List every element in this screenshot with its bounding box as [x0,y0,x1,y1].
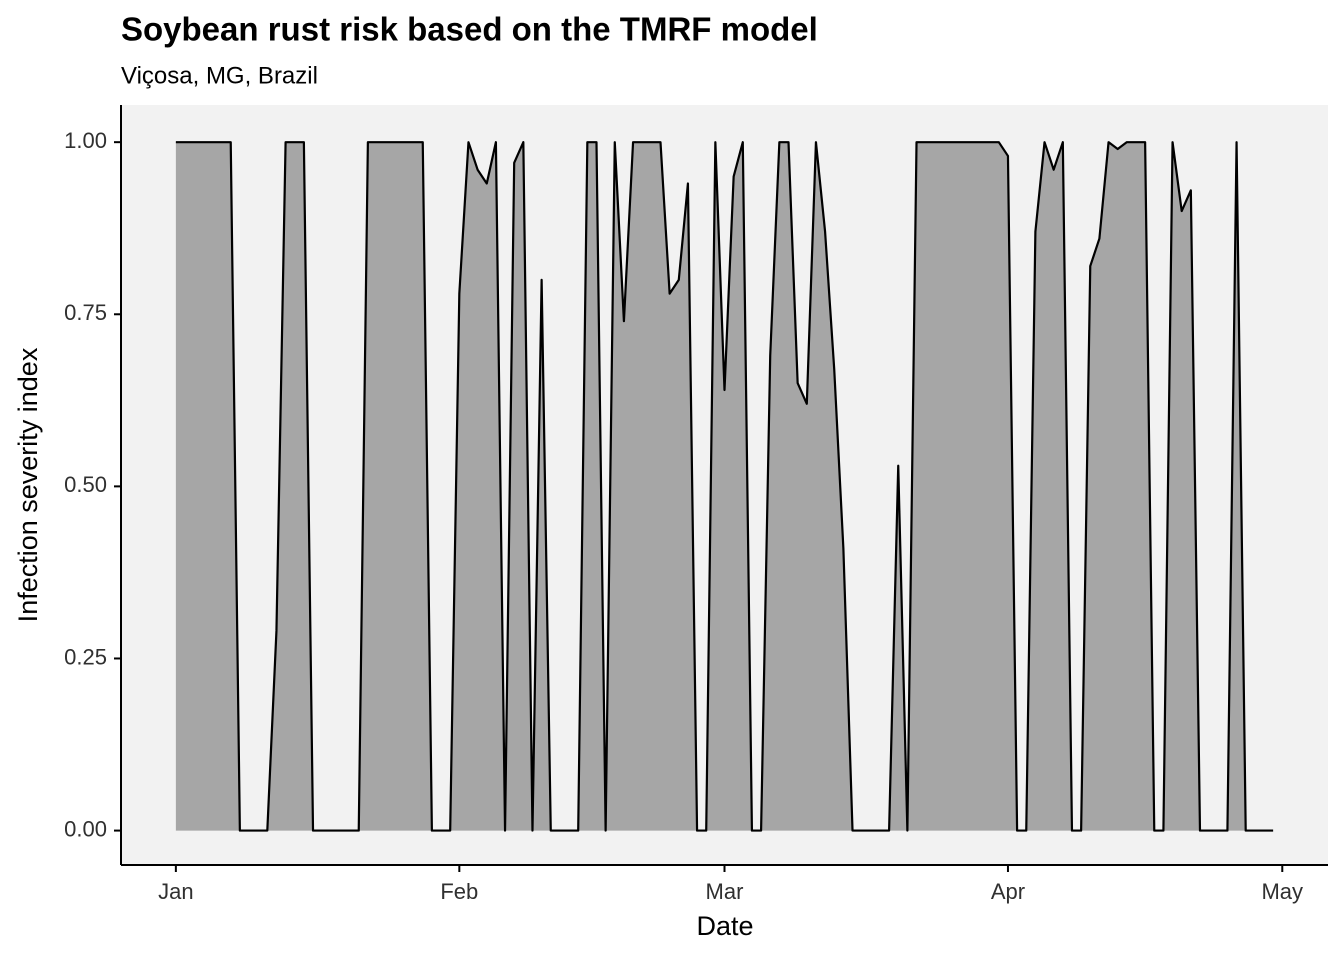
line [175,141,1274,832]
x-tick-label: Mar [706,879,744,904]
y-axis-title: Infection severity index [13,347,43,622]
y-tick-label: 0.75 [64,300,107,325]
chart-subtitle: Viçosa, MG, Brazil [121,62,318,89]
x-tick-label: May [1261,879,1303,904]
y-tick-label: 0.25 [64,644,107,669]
y-tick-label: 0.50 [64,472,107,497]
x-axis-title: Date [696,911,753,941]
area-fill [175,142,1274,831]
chart-title: Soybean rust risk based on the TMRF mode… [121,11,818,48]
y-tick-label: 1.00 [64,128,107,153]
x-tick-label: Feb [440,879,478,904]
y-tick-label: 0.00 [64,816,107,841]
x-tick-label: Jan [158,879,193,904]
x-tick-label: Apr [991,879,1025,904]
